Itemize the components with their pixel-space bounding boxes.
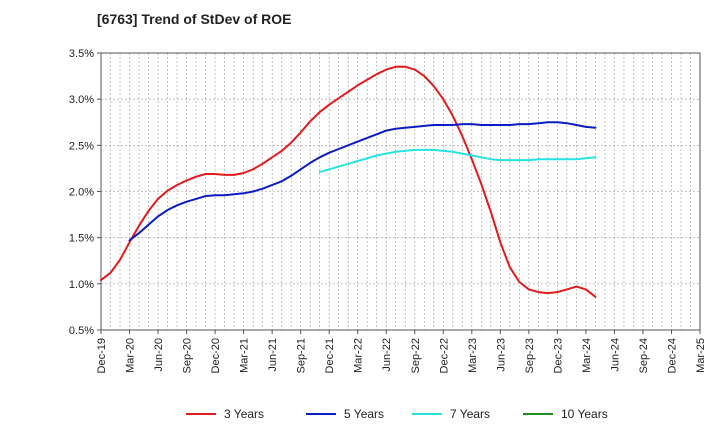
x-tick-label: Dec-22: [438, 338, 450, 373]
series-line-3-years: [100, 65, 597, 298]
x-tick-label: Jun-20: [153, 338, 165, 372]
x-tick-label: Sep-21: [296, 338, 308, 373]
legend-label-5-years: 5 Years: [344, 407, 384, 421]
x-tick-label: Dec-19: [96, 338, 108, 373]
y-tick-label: 3.5%: [69, 48, 94, 60]
x-tick-label: Sep-23: [524, 338, 536, 373]
x-tick-label: Jun-21: [267, 338, 279, 372]
y-axis-ticks: 0.5% 1.0% 1.5% 2.0% 2.5% 3.0% 3.5%: [69, 48, 101, 337]
x-tick-label: Sep-24: [638, 338, 650, 373]
y-tick-label: 2.0%: [69, 187, 94, 199]
x-tick-label: Mar-24: [581, 338, 593, 373]
legend-label-10-years: 10 Years: [561, 407, 608, 421]
x-tick-label: Mar-21: [239, 338, 251, 373]
x-tick-label: Dec-21: [324, 338, 336, 373]
x-tick-label: Sep-22: [410, 338, 422, 373]
legend: 3 Years 5 Years 7 Years 10 Years: [186, 407, 608, 421]
series-line-7-years: [318, 148, 597, 174]
legend-label-7-years: 7 Years: [450, 407, 490, 421]
y-tick-label: 2.5%: [69, 140, 94, 152]
series-line-5-years: [128, 121, 597, 242]
x-tick-label: Dec-23: [552, 338, 564, 373]
x-tick-label: Jun-24: [609, 338, 621, 372]
x-tick-label: Mar-23: [467, 338, 479, 373]
y-tick-label: 1.5%: [69, 233, 94, 245]
y-tick-label: 0.5%: [69, 325, 94, 337]
chart-title: [6763] Trend of StDev of ROE: [97, 11, 292, 27]
x-axis-ticks: Dec-19 Mar-20 Jun-20 Sep-20 Dec-20 Mar-21 Jun-…: [96, 330, 707, 373]
grid-lines: [101, 53, 700, 330]
x-tick-label: Jun-22: [381, 338, 393, 372]
y-tick-label: 1.0%: [69, 279, 94, 291]
x-tick-label: Dec-24: [666, 338, 678, 373]
x-tick-label: Mar-25: [695, 338, 707, 373]
y-tick-label: 3.0%: [69, 94, 94, 106]
x-tick-label: Dec-20: [210, 338, 222, 373]
x-tick-label: Jun-23: [495, 338, 507, 372]
x-tick-label: Mar-20: [125, 338, 137, 373]
x-tick-label: Mar-22: [353, 338, 365, 373]
legend-label-3-years: 3 Years: [224, 407, 264, 421]
x-tick-label: Sep-20: [182, 338, 194, 373]
series-lines: [100, 65, 597, 298]
